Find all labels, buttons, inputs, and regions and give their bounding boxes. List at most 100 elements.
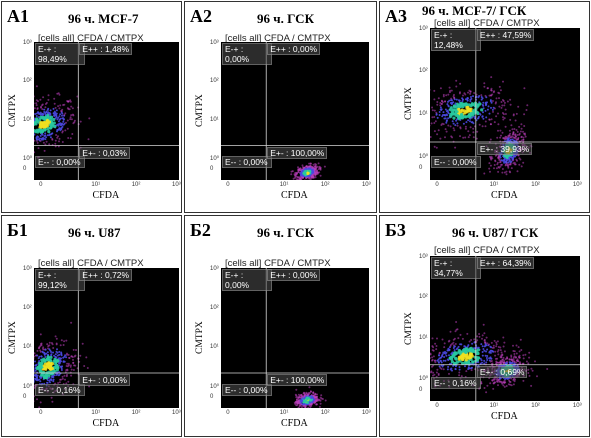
event-dot — [37, 116, 40, 119]
event-dot — [485, 357, 488, 359]
event-dot — [454, 368, 457, 370]
event-dot — [38, 360, 41, 362]
event-dot — [464, 127, 467, 130]
event-dot — [499, 346, 502, 349]
event-dot — [452, 122, 455, 125]
event-dot — [47, 130, 51, 134]
event-dot — [459, 333, 462, 336]
event-dot — [307, 167, 310, 170]
panel-title: 96 ч. U87/ ГСК — [452, 225, 539, 240]
event-dot — [305, 165, 308, 168]
event-dot — [299, 174, 302, 177]
event-dot — [450, 352, 453, 355]
cell-population — [290, 162, 326, 180]
event-dot — [440, 124, 443, 126]
event-dot — [63, 122, 66, 125]
event-dot — [304, 399, 308, 403]
y-tick-label: 10² — [419, 68, 428, 75]
event-dot — [495, 343, 498, 346]
event-dot — [497, 170, 500, 173]
event-dot — [303, 392, 306, 395]
event-dot — [63, 118, 65, 121]
event-dot — [511, 360, 514, 363]
x-axis-label: CFDA — [281, 190, 308, 201]
event-dot — [465, 106, 469, 110]
event-dot — [458, 92, 461, 95]
event-dot — [442, 123, 445, 126]
event-dot — [295, 178, 298, 180]
event-dot — [501, 382, 504, 385]
event-dot — [448, 86, 451, 89]
event-dot — [501, 354, 504, 357]
event-dot — [480, 96, 483, 98]
event-dot — [502, 362, 505, 365]
y-tick-label: 10⁰ — [210, 155, 220, 162]
event-dot — [500, 134, 502, 137]
event-dot — [470, 96, 472, 98]
event-dot — [499, 359, 502, 362]
event-dot — [481, 345, 484, 348]
event-dot — [46, 379, 49, 381]
event-dot — [518, 163, 521, 166]
event-dot — [492, 91, 495, 94]
event-dot — [483, 345, 486, 348]
event-dot — [433, 98, 436, 101]
event-dot — [466, 99, 469, 102]
event-dot — [440, 103, 443, 105]
event-dot — [483, 332, 486, 335]
event-dot — [434, 361, 437, 364]
event-dot — [42, 346, 45, 349]
event-dot — [444, 136, 446, 139]
event-dot — [448, 99, 451, 102]
plot-area: E-+ : 0,00% E++ : 0,00% E-- : 0,00% E+- : 1… — [221, 268, 369, 408]
quadrant-label-ur: E++ : 64,39% — [476, 257, 535, 269]
event-dot — [514, 136, 516, 139]
event-dot — [433, 116, 436, 118]
event-dot — [52, 374, 55, 377]
event-dot — [503, 385, 506, 388]
event-dot — [45, 140, 48, 143]
event-dot — [506, 100, 509, 103]
event-dot — [444, 128, 447, 131]
event-dot — [491, 379, 494, 382]
event-dot — [50, 367, 54, 371]
x-tick-label: 10¹ — [91, 182, 101, 188]
y-tick-label: 10¹ — [23, 343, 32, 350]
event-dot — [522, 130, 524, 133]
event-dot — [45, 101, 48, 104]
event-dot — [62, 344, 65, 346]
event-dot — [51, 137, 54, 140]
event-dot — [443, 114, 446, 116]
event-dot — [450, 135, 453, 138]
event-dot — [490, 118, 493, 121]
event-dot — [298, 179, 301, 180]
event-dot — [458, 374, 461, 377]
x-tick-label: 10³ — [361, 182, 371, 188]
quadrant-label-ur: E++ : 47,59% — [476, 29, 535, 41]
event-dot — [486, 342, 489, 345]
event-dot — [490, 157, 492, 160]
event-dot — [318, 165, 321, 168]
quadrant-label-lr: E+- : 100,00% — [267, 146, 328, 159]
event-dot — [63, 114, 66, 116]
event-dot — [465, 370, 468, 373]
event-dot — [290, 173, 293, 176]
event-dot — [503, 101, 506, 104]
event-dot — [54, 139, 57, 142]
event-dot — [468, 367, 471, 370]
event-dot — [59, 113, 62, 116]
event-dot — [503, 359, 505, 362]
event-dot — [504, 378, 507, 380]
event-dot — [70, 118, 73, 121]
event-dot — [481, 334, 484, 337]
event-dot — [47, 366, 51, 370]
event-dot — [469, 117, 472, 120]
event-dot — [40, 342, 43, 345]
event-dot — [58, 362, 61, 365]
event-dot — [478, 123, 481, 126]
event-dot — [34, 95, 35, 98]
event-dot — [454, 361, 458, 365]
event-dot — [433, 145, 436, 148]
event-dot — [40, 121, 44, 125]
event-dot — [66, 100, 69, 102]
